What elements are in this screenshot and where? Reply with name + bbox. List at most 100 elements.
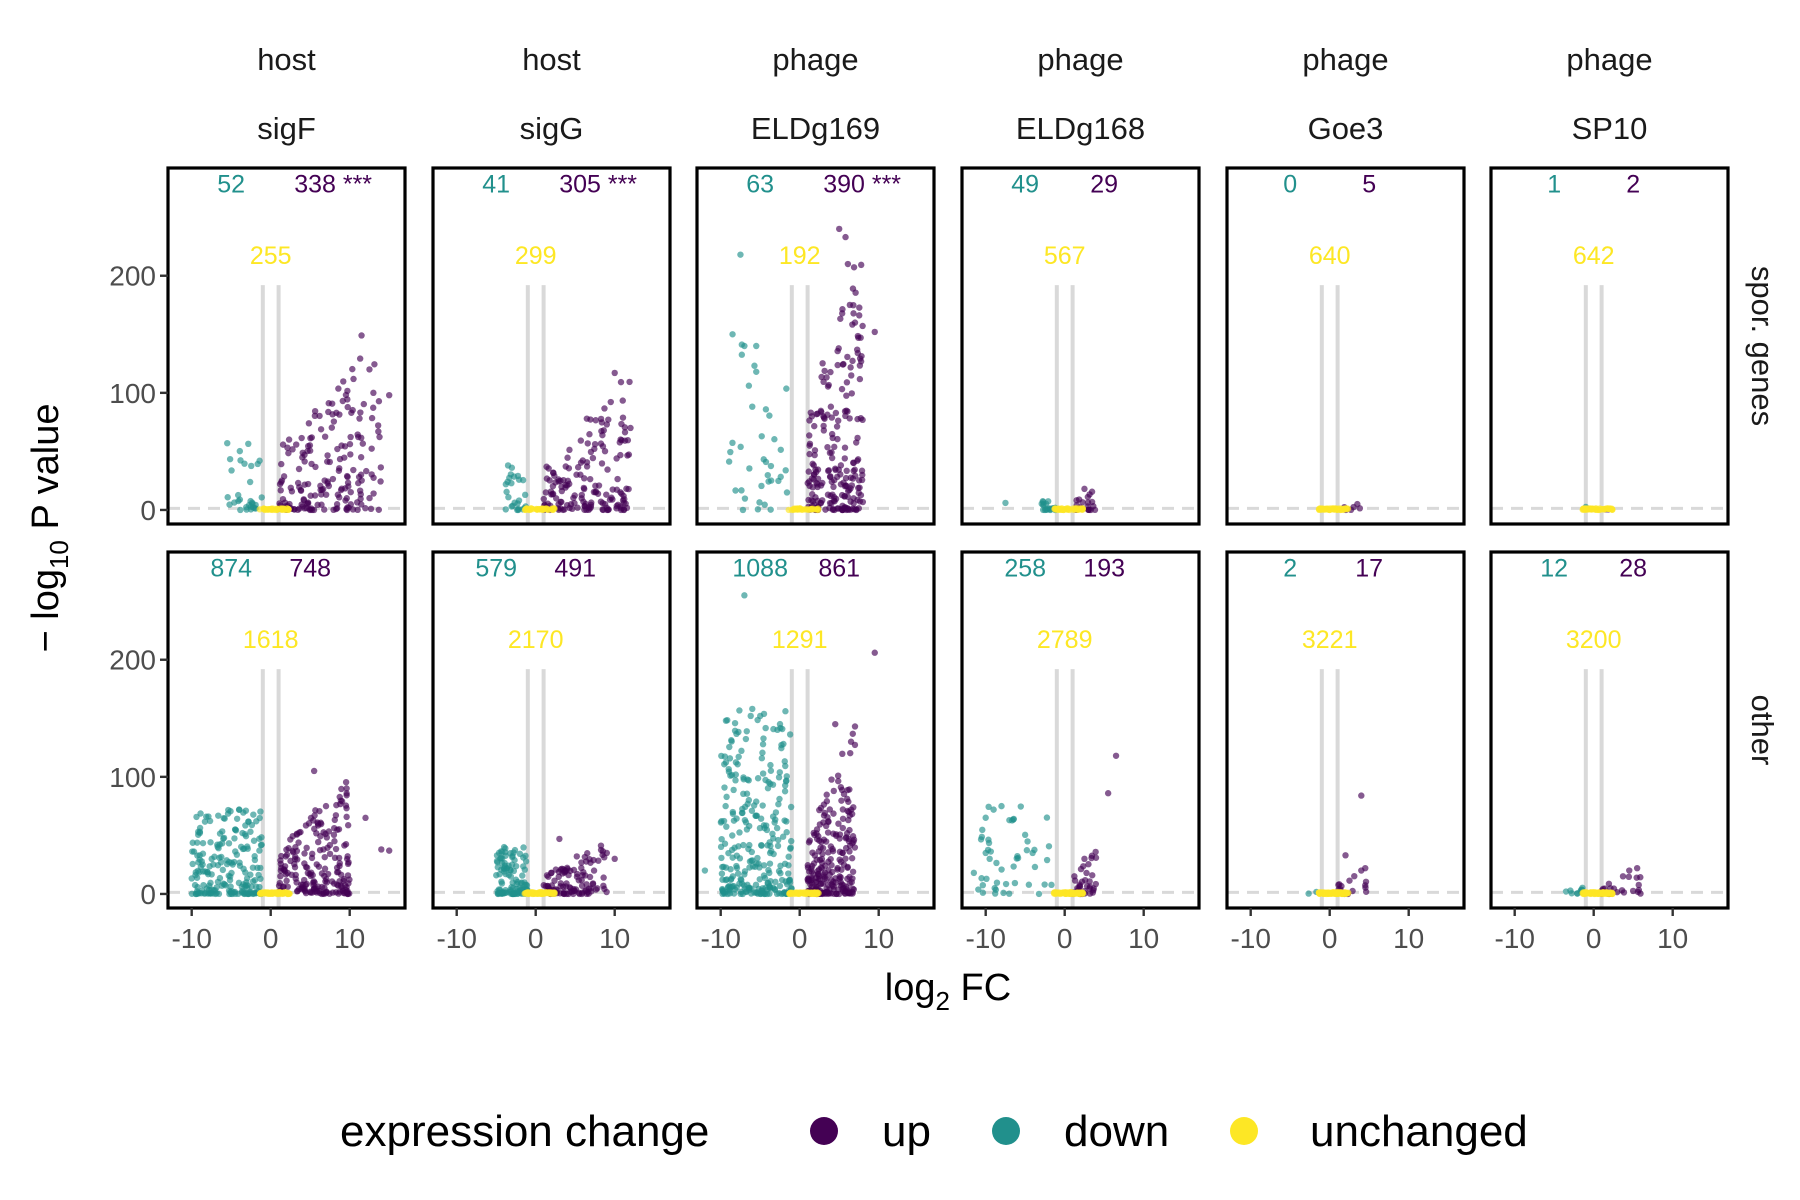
point-down: [734, 761, 741, 768]
point-down: [998, 802, 1005, 810]
point-up: [321, 853, 328, 861]
point-down: [745, 382, 753, 389]
x-axis-title: log2 FC: [885, 967, 1011, 1016]
point-up: [333, 801, 340, 809]
point-down: [226, 501, 233, 508]
point-down: [741, 342, 748, 350]
count-down-label: 258: [1004, 555, 1046, 583]
point-down: [781, 788, 789, 795]
point-up: [298, 434, 305, 442]
point-up: [279, 441, 287, 448]
point-up: [586, 431, 593, 438]
point-up: [613, 486, 621, 493]
point-up: [613, 455, 620, 462]
point-up: [350, 466, 357, 474]
point-up: [295, 465, 303, 473]
point-down: [226, 455, 234, 463]
point-down: [978, 833, 986, 841]
point-down: [741, 495, 749, 502]
point-up: [851, 319, 859, 326]
point-down: [765, 866, 772, 874]
point-down: [773, 824, 781, 832]
y-axis-title-pre: − log: [25, 569, 67, 652]
point-up: [844, 260, 852, 268]
point-down: [722, 717, 730, 724]
point-up: [366, 494, 373, 502]
point-up: [563, 880, 570, 887]
point-down: [205, 882, 213, 889]
point-up: [339, 397, 347, 405]
legend-label-unchanged: unchanged: [1310, 1107, 1528, 1156]
point-down: [230, 858, 238, 866]
point-up: [367, 505, 375, 513]
point-down: [736, 707, 743, 714]
point-unchanged: [272, 506, 279, 514]
point-up: [356, 487, 364, 494]
point-down: [1045, 843, 1053, 850]
point-up: [849, 357, 856, 365]
point-up: [829, 868, 836, 876]
point-down: [236, 447, 244, 455]
point-up: [344, 403, 351, 411]
point-up: [832, 720, 839, 728]
point-down: [785, 853, 792, 860]
point-unchanged: [279, 889, 287, 897]
point-up: [368, 445, 375, 452]
column-group-label: host: [522, 42, 581, 77]
point-up: [321, 865, 329, 872]
point-up: [616, 439, 623, 446]
point-down: [718, 818, 725, 825]
point-up: [355, 479, 362, 487]
point-down: [736, 829, 743, 836]
point-up: [377, 478, 384, 485]
point-up: [1092, 880, 1099, 888]
legend-swatch-unchanged: [1230, 1117, 1258, 1145]
legend-swatch-down: [992, 1117, 1020, 1145]
point-down: [763, 826, 771, 834]
point-up: [277, 872, 284, 880]
point-unchanged: [531, 889, 538, 897]
point-up: [847, 364, 854, 371]
point-down: [776, 769, 783, 776]
point-down: [730, 786, 737, 794]
point-up: [540, 881, 547, 889]
point-down: [719, 876, 726, 883]
panel-border: [166, 166, 407, 526]
point-up: [1635, 886, 1643, 894]
point-up: [1351, 872, 1358, 880]
point-up: [1626, 867, 1633, 874]
point-down: [1017, 803, 1024, 810]
point-up: [603, 849, 610, 857]
point-up: [818, 855, 826, 863]
point-up: [335, 826, 343, 833]
point-down: [759, 749, 766, 756]
point-down: [514, 506, 521, 514]
legend-label-up: up: [882, 1107, 931, 1156]
point-up: [360, 400, 368, 408]
point-down: [246, 478, 254, 486]
point-up: [358, 501, 365, 508]
point-up: [564, 454, 571, 461]
point-down: [520, 844, 527, 851]
point-down: [783, 818, 790, 825]
point-up: [586, 475, 594, 483]
point-down: [244, 845, 251, 852]
point-up: [871, 649, 878, 656]
point-up: [820, 422, 827, 430]
point-down: [771, 436, 778, 443]
point-up: [566, 504, 573, 512]
point-down: [767, 462, 775, 470]
column-name-label: sigF: [257, 111, 316, 146]
point-down: [741, 592, 748, 599]
point-down: [738, 876, 745, 884]
point-down: [234, 491, 242, 499]
point-up: [326, 850, 334, 858]
point-up: [600, 874, 607, 881]
point-down: [992, 886, 1000, 893]
point-down: [774, 836, 782, 844]
point-up: [854, 434, 861, 442]
facet-panel: 2 17 3221: [1225, 550, 1466, 910]
point-unchanged: [1338, 890, 1345, 897]
point-up: [277, 864, 285, 872]
point-up: [847, 749, 854, 757]
